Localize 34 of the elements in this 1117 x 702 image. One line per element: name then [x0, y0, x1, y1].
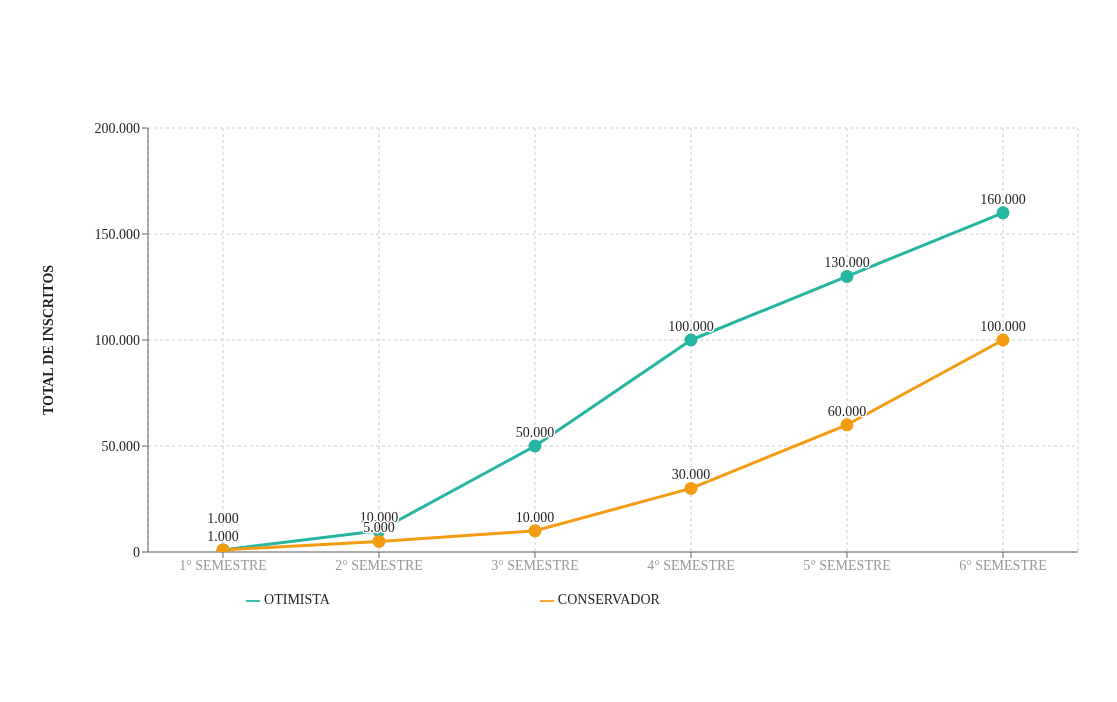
y-tick-label: 150.000 — [94, 226, 140, 242]
y-tick-label: 50.000 — [101, 438, 140, 454]
y-tick-label: 200.000 — [94, 120, 140, 136]
point — [528, 439, 542, 453]
point — [684, 333, 698, 347]
y-axis-title: TOTAL DE INSCRITOS — [40, 264, 56, 416]
legend-label: OTIMISTA — [264, 592, 330, 607]
data-label: 10.000 — [359, 509, 399, 525]
x-tick-label: 6° SEMESTRE — [959, 557, 1047, 573]
data-label: 1.000 — [207, 510, 239, 526]
x-tick-label: 3° SEMESTRE — [491, 557, 579, 573]
x-tick-label: 4° SEMESTRE — [647, 557, 735, 573]
data-label: 10.000 — [515, 509, 555, 525]
point — [372, 534, 386, 548]
point — [996, 206, 1010, 220]
y-tick-label: 0 — [133, 544, 140, 560]
point — [996, 333, 1010, 347]
data-label: 100.000 — [668, 319, 714, 334]
x-tick-label: 2° SEMESTRE — [335, 557, 423, 573]
point — [684, 481, 698, 495]
x-tick-label: 5° SEMESTRE — [803, 557, 891, 573]
data-label: 60.000 — [827, 403, 867, 419]
data-label: 30.000 — [671, 467, 711, 483]
point — [528, 524, 542, 538]
legend-label: CONSERVADOR — [557, 592, 660, 607]
data-label: 160.000 — [980, 191, 1026, 207]
x-tick-label: 1° SEMESTRE — [179, 557, 267, 573]
data-label: 100.000 — [980, 319, 1026, 334]
point — [840, 418, 854, 432]
data-label: 130.000 — [824, 255, 870, 271]
data-label: 50.000 — [515, 425, 555, 440]
y-tick-label: 100.000 — [94, 332, 140, 348]
data-label: 1.000 — [207, 528, 239, 544]
point — [840, 269, 854, 283]
